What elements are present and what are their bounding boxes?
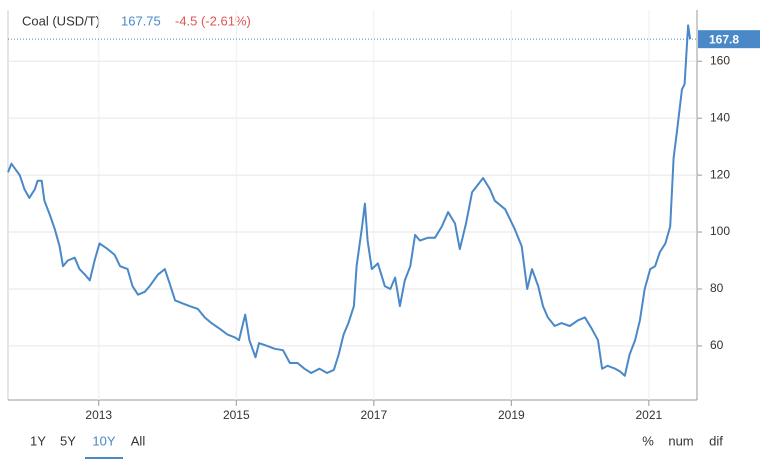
price-tag (698, 30, 760, 49)
y-tick-label: 80 (710, 281, 724, 295)
price-line (7, 24, 692, 377)
range-underline (85, 457, 123, 459)
y-tick-label: 100 (710, 224, 730, 238)
y-tick-label: 140 (710, 110, 730, 124)
mode-button[interactable]: % (642, 433, 654, 448)
x-tick-label: 2019 (498, 408, 525, 422)
mode-button[interactable]: dif (709, 433, 723, 448)
change: -4.5 (-2.61%) (175, 13, 251, 28)
y-tick-label: 120 (710, 167, 730, 181)
y-tick-label: 60 (710, 338, 724, 352)
last-value: 167.75 (121, 13, 161, 28)
price-tag-label: 167.8 (709, 32, 739, 46)
x-tick-label: 2017 (360, 408, 387, 422)
range-button[interactable]: 10Y (92, 433, 115, 448)
x-tick-label: 2021 (636, 408, 663, 422)
range-button[interactable]: All (131, 433, 146, 448)
x-tick-label: 2013 (85, 408, 112, 422)
mode-button[interactable]: num (668, 433, 693, 448)
range-button[interactable]: 1Y (30, 433, 46, 448)
chart-title: Coal (USD/T) (22, 13, 100, 28)
x-tick-label: 2015 (223, 408, 250, 422)
range-button[interactable]: 5Y (60, 433, 76, 448)
y-tick-label: 160 (710, 53, 730, 67)
